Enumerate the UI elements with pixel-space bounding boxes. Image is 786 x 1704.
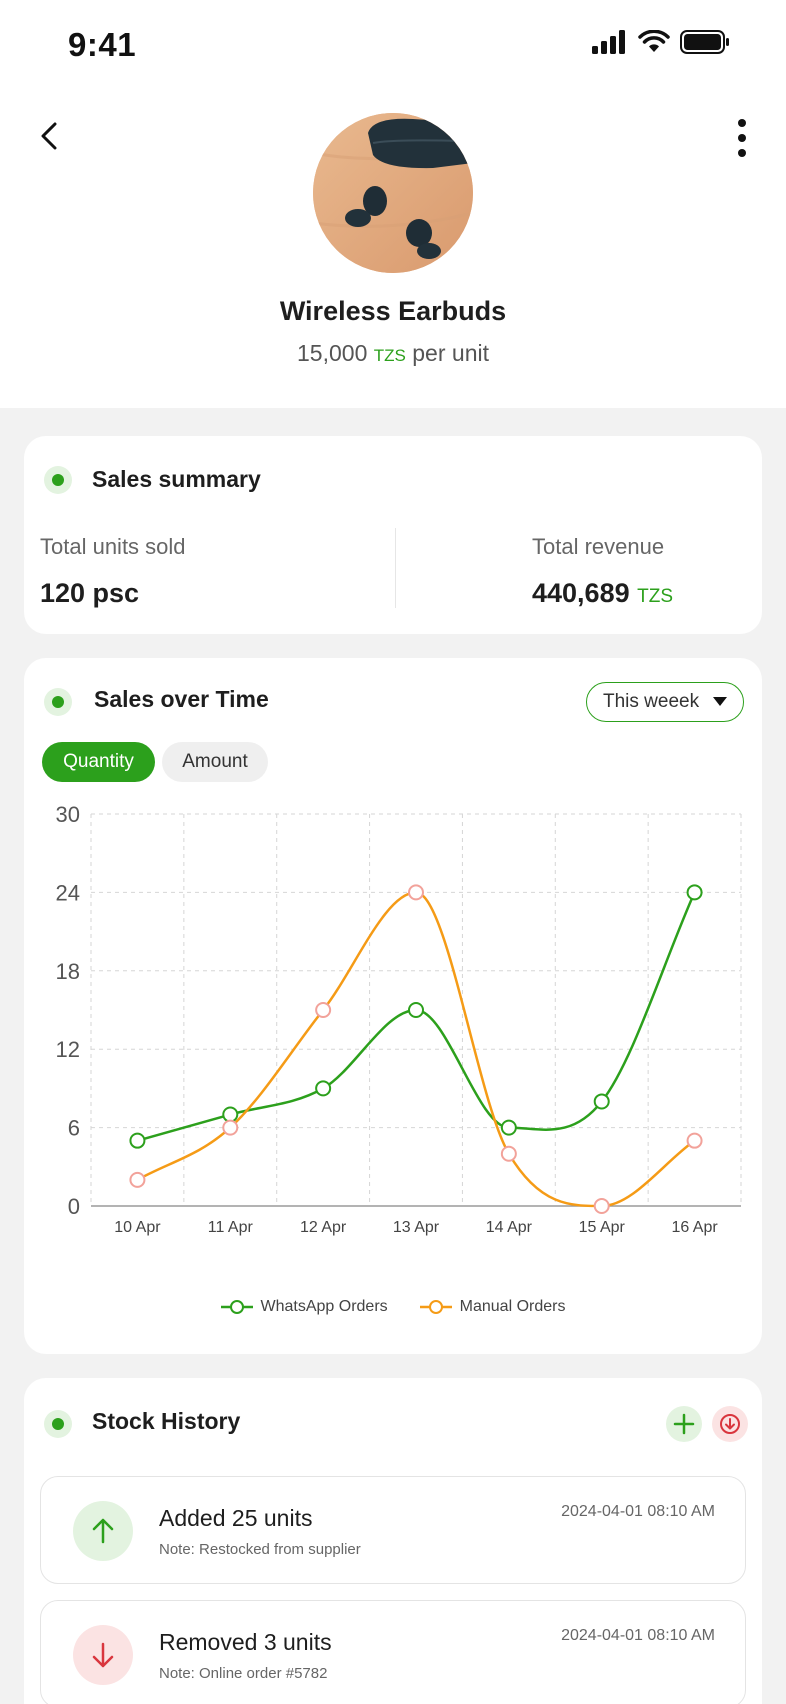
legend-whatsapp: WhatsApp Orders xyxy=(220,1298,388,1316)
period-dropdown[interactable]: This weeek xyxy=(586,682,744,722)
signal-icon xyxy=(592,30,625,54)
x-tick-label: 13 Apr xyxy=(393,1219,440,1236)
sales-over-time-card: Sales over Time This weeek Quantity Amou… xyxy=(24,658,762,1354)
product-name: Wireless Earbuds xyxy=(279,296,507,326)
series-line-whatsapp xyxy=(137,891,696,1142)
data-point-manual xyxy=(500,1145,517,1162)
legend-manual-label: Manual Orders xyxy=(459,1298,566,1315)
y-tick-label: 0 xyxy=(68,1194,80,1219)
stock-history-item[interactable]: Removed 3 units Note: Online order #5782… xyxy=(40,1600,746,1704)
data-point-manual xyxy=(408,884,424,901)
tab-quantity[interactable]: Quantity xyxy=(42,742,155,782)
data-point-whatsapp xyxy=(593,1093,610,1110)
product-price: 15,000 TZS per unit xyxy=(0,340,786,367)
history-note: Note: Online order #5782 xyxy=(159,1665,328,1682)
caret-down-icon xyxy=(713,697,727,706)
data-point-whatsapp xyxy=(222,1106,239,1123)
y-tick-label: 24 xyxy=(56,880,80,905)
arrow-down-icon xyxy=(92,1642,114,1668)
revenue-amount: 440,689 xyxy=(532,578,630,608)
battery-icon xyxy=(680,30,729,54)
history-date: 2024-04-01 08:10 AM xyxy=(561,1503,715,1520)
legend-whatsapp-marker xyxy=(220,1300,253,1314)
removed-badge xyxy=(73,1625,133,1685)
sales-summary-title: Sales summary xyxy=(92,466,261,492)
y-tick-label: 18 xyxy=(56,959,80,984)
y-tick-label: 12 xyxy=(56,1037,80,1062)
data-point-manual xyxy=(686,1132,703,1149)
y-tick-label: 30 xyxy=(56,802,80,827)
revenue-currency: TZS xyxy=(637,586,674,607)
section-dot xyxy=(44,466,72,494)
sales-line-chart: 0 6 12 18 24 30 10 Apr 11 Apr 12 Apr 13 Apr 14 Apr… xyxy=(56,802,742,1236)
chevron-left-icon[interactable] xyxy=(32,116,68,156)
stock-history-card: Stock History Added 25 units Note: Resto… xyxy=(24,1378,762,1704)
data-point-manual xyxy=(129,1171,146,1188)
legend-manual-marker xyxy=(419,1300,452,1314)
stock-history-title: Stock History xyxy=(92,1408,241,1434)
more-vertical-icon[interactable] xyxy=(734,118,750,158)
x-tick-label: 16 Apr xyxy=(671,1219,718,1236)
price-value: 15,000 xyxy=(297,340,368,366)
revenue-label: Total revenue xyxy=(532,534,665,559)
download-circle-icon xyxy=(720,1414,740,1434)
x-tick-label: 15 Apr xyxy=(579,1219,626,1236)
section-dot xyxy=(44,1410,72,1438)
stock-history-item[interactable]: Added 25 units Note: Restocked from supp… xyxy=(40,1476,746,1584)
plus-icon xyxy=(673,1413,695,1435)
data-point-whatsapp xyxy=(500,1119,517,1136)
data-point-manual xyxy=(222,1119,239,1136)
x-tick-label: 14 Apr xyxy=(486,1219,533,1236)
tab-amount[interactable]: Amount xyxy=(162,742,268,782)
history-date: 2024-04-01 08:10 AM xyxy=(561,1627,715,1644)
download-button[interactable] xyxy=(712,1406,748,1442)
legend-whatsapp-label: WhatsApp Orders xyxy=(260,1298,388,1315)
x-tick-label: 10 Apr xyxy=(114,1219,161,1236)
period-value: This weeek xyxy=(603,691,700,712)
product-image xyxy=(313,113,473,273)
y-tick-label: 6 xyxy=(68,1116,80,1141)
data-point-whatsapp xyxy=(686,884,703,901)
added-badge xyxy=(73,1501,133,1561)
units-sold-label: Total units sold xyxy=(40,534,186,559)
data-point-whatsapp xyxy=(129,1132,146,1149)
section-dot xyxy=(44,688,72,716)
sales-over-time-title: Sales over Time xyxy=(94,686,269,712)
data-point-manual xyxy=(315,1002,332,1018)
price-unit: per unit xyxy=(412,340,489,366)
data-point-manual xyxy=(593,1198,610,1214)
price-currency: TZS xyxy=(373,346,406,365)
product-header: 9:41 xyxy=(0,0,786,408)
data-point-whatsapp xyxy=(408,1002,424,1018)
status-icons xyxy=(592,30,730,54)
add-stock-button[interactable] xyxy=(666,1406,702,1442)
legend-manual: Manual Orders xyxy=(419,1298,566,1316)
chart-legend: WhatsApp Orders Manual Orders xyxy=(24,1298,762,1316)
history-title: Added 25 units xyxy=(159,1505,313,1531)
units-sold-value: 120 psc xyxy=(40,578,140,608)
data-point-whatsapp xyxy=(315,1080,332,1097)
x-tick-label: 12 Apr xyxy=(300,1219,347,1236)
arrow-up-icon xyxy=(92,1518,114,1544)
summary-divider xyxy=(395,528,396,608)
history-note: Note: Restocked from supplier xyxy=(159,1541,361,1558)
sales-summary-card: Sales summary Total units sold 120 psc T… xyxy=(24,436,762,634)
status-time: 9:41 xyxy=(68,26,137,63)
history-title: Removed 3 units xyxy=(159,1629,332,1655)
wifi-icon xyxy=(638,30,670,52)
x-tick-label: 11 Apr xyxy=(208,1219,254,1236)
revenue-value: 440,689 TZS xyxy=(532,578,673,609)
